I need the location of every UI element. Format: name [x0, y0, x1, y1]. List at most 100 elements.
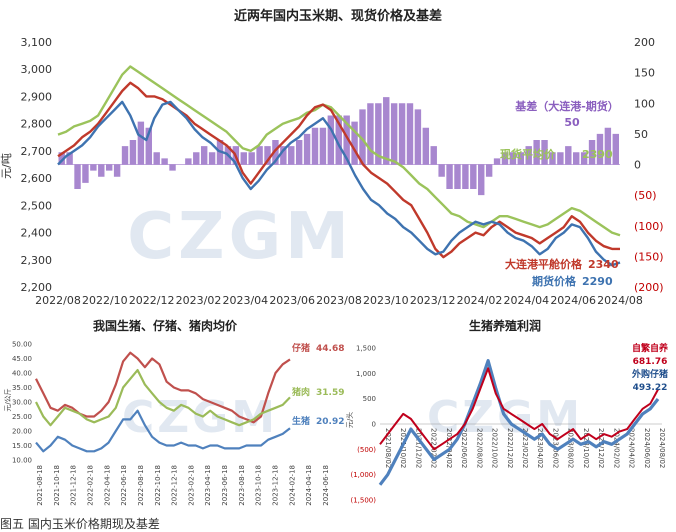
spot-series-name: 现货平均价: [500, 147, 556, 161]
basis-bar: [295, 140, 303, 165]
corn-x-tick-label: 2023/08: [316, 294, 362, 307]
hog-chart-lines: [35, 351, 291, 453]
profit-x-tick-label: 2021/08/02: [384, 428, 392, 468]
basis-bar: [359, 109, 366, 165]
basis-bar: [612, 133, 619, 165]
corn-y-tick-label: 2,800: [21, 118, 53, 131]
spot-series-value: 2390: [582, 148, 613, 161]
basis-bar: [161, 158, 168, 165]
corn-y-tick-label: 3,100: [21, 36, 53, 49]
hog-x-tick-label: 2022-02-18: [87, 465, 95, 506]
basis-bar: [335, 115, 342, 165]
hog-chart-y-ticks: 50.00 45.00 40.00 35.00 30.00 25.00 20.00 15.00…: [12, 341, 32, 465]
piglet-series-value: 44.68: [316, 344, 344, 354]
basis-bar: [351, 121, 358, 165]
port-price-line: [57, 81, 620, 259]
pork-series-value: 31.59: [316, 388, 344, 398]
basis-bar: [390, 103, 398, 165]
basis-bar: [153, 152, 160, 165]
profit-chart-ylabel: 元/头: [345, 412, 354, 428]
basis-bar: [311, 127, 319, 165]
basis-bar: [406, 103, 414, 165]
basis-bar: [208, 152, 216, 165]
corn-x-tick-label: 2022/10: [82, 294, 128, 307]
hog-chart-annotations: 仔猪 44.68 猪肉 31.59 生猪 20.92: [291, 342, 344, 427]
corn-x-tick-label: 2023/02: [176, 294, 222, 307]
hog-chart-ylabel: 元/公斤: [3, 388, 12, 411]
corn-x-tick-label: 2023/04: [222, 294, 268, 307]
basis-bar: [454, 164, 461, 189]
corn-x-tick-label: 2022/12: [129, 294, 175, 307]
corn-chart-ylabel: 元/吨: [0, 153, 13, 179]
profit-x-tick-label: 2022/08/02: [475, 428, 483, 468]
purchased-series-name: 外购仔猪: [631, 368, 668, 380]
basis-bars: [58, 97, 620, 196]
basis-bar: [264, 146, 271, 165]
hog-x-tick-label: 2022-06-18: [120, 465, 128, 506]
corn-y2-tick-label: 150: [634, 67, 655, 80]
profit-y-tick-label: 1,500: [356, 345, 376, 353]
hog-x-tick-label: 2024-06-18: [322, 465, 330, 506]
basis-bar: [604, 127, 612, 165]
corn-y-tick-label: 2,700: [21, 145, 53, 158]
basis-series-value: 50: [564, 116, 580, 129]
watermark-2: CZGM: [122, 392, 278, 443]
profit-x-tick-label: 2022/12/02: [506, 428, 514, 468]
hog-y-tick-label: 45.00: [12, 355, 32, 363]
hog-y-tick-label: 50.00: [12, 341, 32, 349]
basis-bar: [272, 140, 279, 165]
hog-x-tick-label: 2021-12-18: [70, 465, 78, 506]
basis-bar: [596, 133, 604, 165]
profit-x-tick-label: 2024/02/02: [612, 428, 620, 468]
basis-bar: [327, 115, 335, 165]
corn-chart-y-ticks: 3,100 3,000 2,900 2,800 2,700 2,600 2,500 2,400…: [21, 36, 53, 294]
port-series-value: 2340: [588, 258, 619, 271]
basis-bar: [478, 164, 485, 196]
basis-bar: [525, 146, 532, 165]
basis-bar: [105, 164, 113, 171]
profit-x-tick-label: 2023/02/02: [521, 428, 529, 468]
corn-chart-annotations: 基差（大连港-期货） 50 现货平均价 2390 大连港平舱价格 2340 期货…: [500, 99, 619, 288]
basis-bar: [383, 97, 390, 165]
profit-x-tick-label: 2023/10/02: [582, 428, 590, 468]
piglet-series-name: 仔猪: [292, 342, 310, 354]
live-hog-series-name: 生猪: [292, 415, 310, 427]
basis-bar: [193, 152, 200, 165]
corn-chart-x-ticks: 2022/08 2022/10 2022/12 2023/02 2023/04 2023/…: [35, 294, 643, 307]
basis-bar: [422, 127, 430, 165]
basis-bar: [113, 164, 121, 177]
hog-y-tick-label: 40.00: [12, 370, 32, 378]
profit-chart-title: 生猪养殖利润: [469, 318, 541, 333]
corn-x-tick-label: 2023/12: [410, 294, 456, 307]
corn-y-tick-label: 2,400: [21, 227, 53, 240]
basis-bar: [493, 158, 501, 165]
hog-y-tick-label: 10.00: [12, 457, 32, 465]
corn-y2-tick-label: (100): [634, 220, 664, 233]
basis-bar: [414, 109, 422, 165]
hog-price-chart: 我国生猪、仔猪、猪肉均价 CZGM 元/公斤 50.00 45.00 40.00 35…: [3, 318, 344, 506]
profit-x-tick-label: 2023/12/02: [597, 428, 605, 468]
hog-y-tick-label: 15.00: [12, 442, 32, 450]
hog-x-tick-label: 2023-04-18: [204, 465, 212, 506]
profit-x-tick-label: 2023/04/02: [536, 428, 544, 468]
corn-x-tick-label: 2023/10: [363, 294, 409, 307]
pork-series-name: 猪肉: [291, 386, 310, 398]
profit-x-tick-label: 2024/08/02: [658, 428, 666, 468]
profit-x-tick-label: 2022/06/02: [460, 428, 468, 468]
basis-bar: [82, 164, 89, 183]
basis-bar: [74, 164, 81, 189]
profit-x-tick-label: 2023/08/02: [567, 428, 575, 468]
futures-series-value: 2290: [582, 275, 613, 288]
basis-bar: [200, 146, 208, 165]
profit-y-tick-label: 1,000: [356, 370, 376, 378]
selfbred-series-name: 自繁自养: [632, 342, 668, 354]
pork-price-line: [35, 369, 291, 427]
hog-x-tick-label: 2024-04-18: [305, 465, 313, 506]
profit-y-tick-label: (1,000): [350, 471, 376, 479]
spot-price-line: [57, 65, 621, 237]
corn-x-tick-label: 2022/08: [35, 294, 81, 307]
basis-bar: [185, 158, 192, 165]
profit-x-tick-label: 2024/06/02: [643, 428, 651, 468]
corn-y-tick-label: 2,300: [21, 254, 53, 267]
basis-bar: [485, 164, 493, 177]
